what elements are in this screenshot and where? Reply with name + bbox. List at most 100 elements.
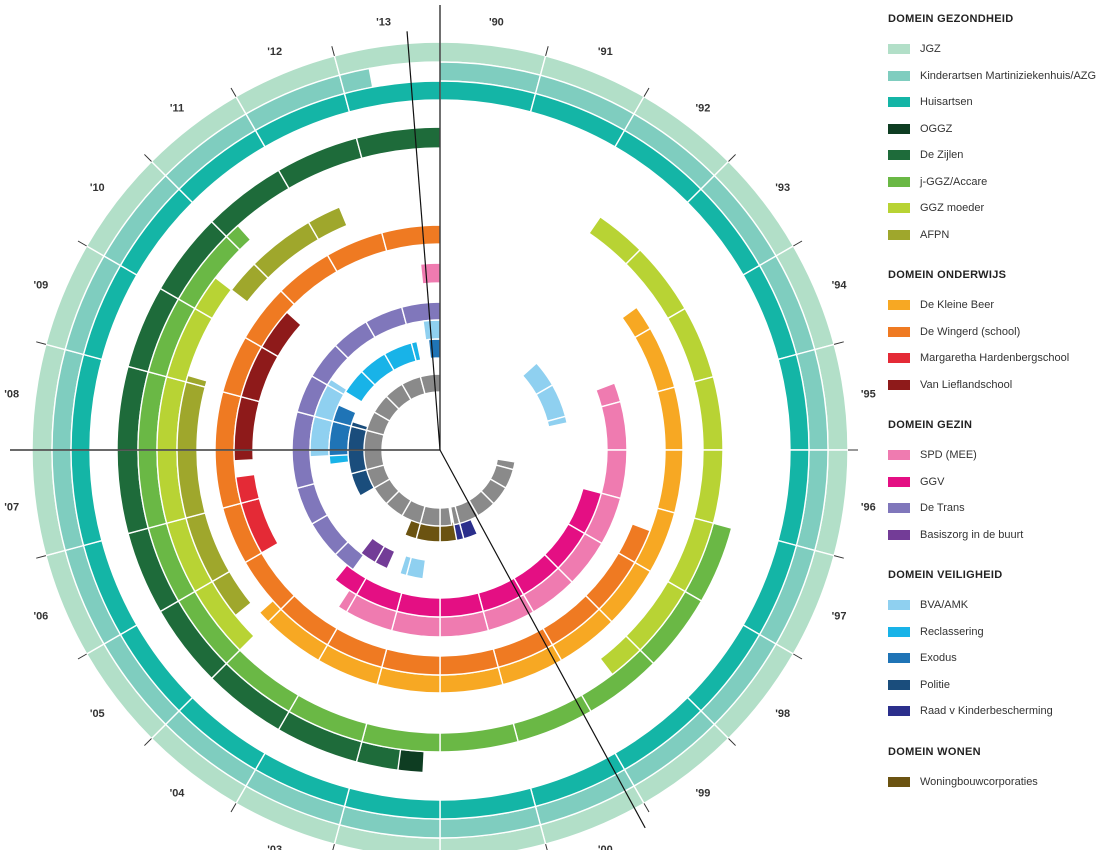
year-label: '06 [33,610,48,622]
legend-label: Huisartsen [920,96,973,109]
ring-segment-basiszorg-in-de-buurt [359,537,386,564]
legend-label: Basiszorg in de buurt [920,528,1024,541]
legend-swatch [888,529,910,540]
ring-segment-ggz-moeder [666,307,715,383]
legend-label: Raad v Kinderbescherming [920,705,1053,718]
legend-label: BVA/AMK [920,599,969,612]
ring-segment-margaretha-hardenbergschool [234,473,261,505]
legend-domain-title: DOMEIN GEZONDHEID [888,13,1014,25]
legend-label: j-GGZ/Accare [920,175,988,188]
year-tick [545,843,548,850]
legend-item: SPD (MEE) [888,442,1103,469]
legend-label: Kinderartsen Martiniziekenhuis/AZG [920,69,1097,82]
ring-segment-de-zijlen [277,137,363,190]
legend-label: De Zijlen [920,149,964,162]
ring-segment-de-trans [365,306,408,339]
ring-segment-inner-gray [439,506,453,527]
year-label: '98 [775,708,790,720]
legend-swatch [888,600,910,611]
year-tick [728,738,736,746]
legend-domain-block: DOMEIN VEILIGHEID BVA/AMK Reclassering Exod… [888,568,1103,725]
ring-segment-j-ggz-accare [512,694,592,743]
ring-segment-ggz-moeder [599,634,642,676]
legend-domain-block: DOMEIN GEZONDHEID JGZ Kinderartsen Martini… [888,12,1103,248]
ring-segment-de-wingerd-school [279,254,338,306]
year-label: '91 [598,46,613,58]
legend-item: Kinderartsen Martiniziekenhuis/AZG [888,63,1103,90]
legend-item: Basiszorg in de buurt [888,522,1103,549]
legend-item: De Wingerd (school) [888,319,1103,346]
ring-segment-afpn [185,374,208,388]
year-tick [332,843,335,850]
year-label: '04 [170,788,186,800]
year-label: '13 [376,17,391,29]
legend-swatch [888,706,910,717]
legend-domain-block: DOMEIN WONEN Woningbouwcorporaties [888,745,1103,796]
year-label: '11 [170,102,184,114]
legend-swatch [888,626,910,637]
legend-item: OGGZ [888,116,1103,143]
legend-item: BVA/AMK [888,592,1103,619]
ring-segment-bva-amk [398,554,413,577]
ring-segment-de-kleine-beer [633,327,676,393]
legend-item: Exodus [888,645,1103,672]
legend-swatch [888,503,910,514]
ring-segment-j-ggz-accare [225,224,252,251]
year-tick [144,738,152,746]
legend-label: Van Lieflandschool [920,378,1013,391]
ring-segment-bva-amk [546,415,568,428]
legend-swatch [888,97,910,108]
ring-segment-van-lieflandschool [260,311,303,358]
legend-domain-block: DOMEIN ONDERWIJS De Kleine Beer De Wingerd… [888,268,1103,398]
year-tick [793,653,803,660]
legend-label: Politie [920,678,950,691]
ring-segment-reclassering [410,340,422,362]
legend-swatch [888,229,910,240]
legend-swatch [888,44,910,55]
legend-swatch [888,150,910,161]
ring-segment-de-zijlen [210,169,290,238]
legend-label: De Wingerd (school) [920,325,1021,338]
ring-segment-ggz-moeder [693,449,724,525]
ring-segment-ggz-moeder [693,375,724,451]
legend-swatch [888,776,910,787]
legend-item: De Zijlen [888,142,1103,169]
ring-segment-spd-mee [600,400,628,451]
legend-swatch [888,123,910,134]
legend-item: Raad v Kinderbescherming [888,698,1103,725]
year-label: '00 [598,844,613,850]
legend-item: Woningbouwcorporaties [888,769,1103,796]
legend-label: GGZ moeder [920,202,985,215]
ring-segment-exodus [427,338,441,360]
year-tick [728,154,736,162]
legend-swatch [888,450,910,461]
ring-segment-de-wingerd-school [326,231,388,273]
year-tick [643,87,650,97]
ring-segment-exodus [328,449,349,457]
legend-swatch [888,679,910,690]
year-label: '08 [4,389,19,401]
ring-segment-bva-amk [309,449,330,458]
ring-segment-ggv [439,592,485,618]
legend-label: Exodus [920,652,957,665]
year-label: '97 [832,610,847,622]
year-tick [77,240,87,247]
legend-label: OGGZ [920,122,953,135]
year-label: '93 [775,182,790,194]
year-label: '99 [696,788,711,800]
year-tick [833,341,844,345]
year-tick [36,555,47,559]
legend-item: Margaretha Hardenbergschool [888,345,1103,372]
ring-segment-van-lieflandschool [233,449,254,462]
legend-domain-title: DOMEIN GEZIN [888,419,973,431]
legend-label: JGZ [920,43,941,56]
legend-swatch [888,476,910,487]
legend-label: De Trans [920,502,965,515]
legend-swatch [888,326,910,337]
year-tick [331,46,335,57]
year-tick [230,87,237,97]
legend: DOMEIN GEZONDHEID JGZ Kinderartsen Martini… [888,12,1103,815]
year-label: '92 [696,102,711,114]
year-label: '05 [90,708,105,720]
legend-label: Margaretha Hardenbergschool [920,352,1070,365]
